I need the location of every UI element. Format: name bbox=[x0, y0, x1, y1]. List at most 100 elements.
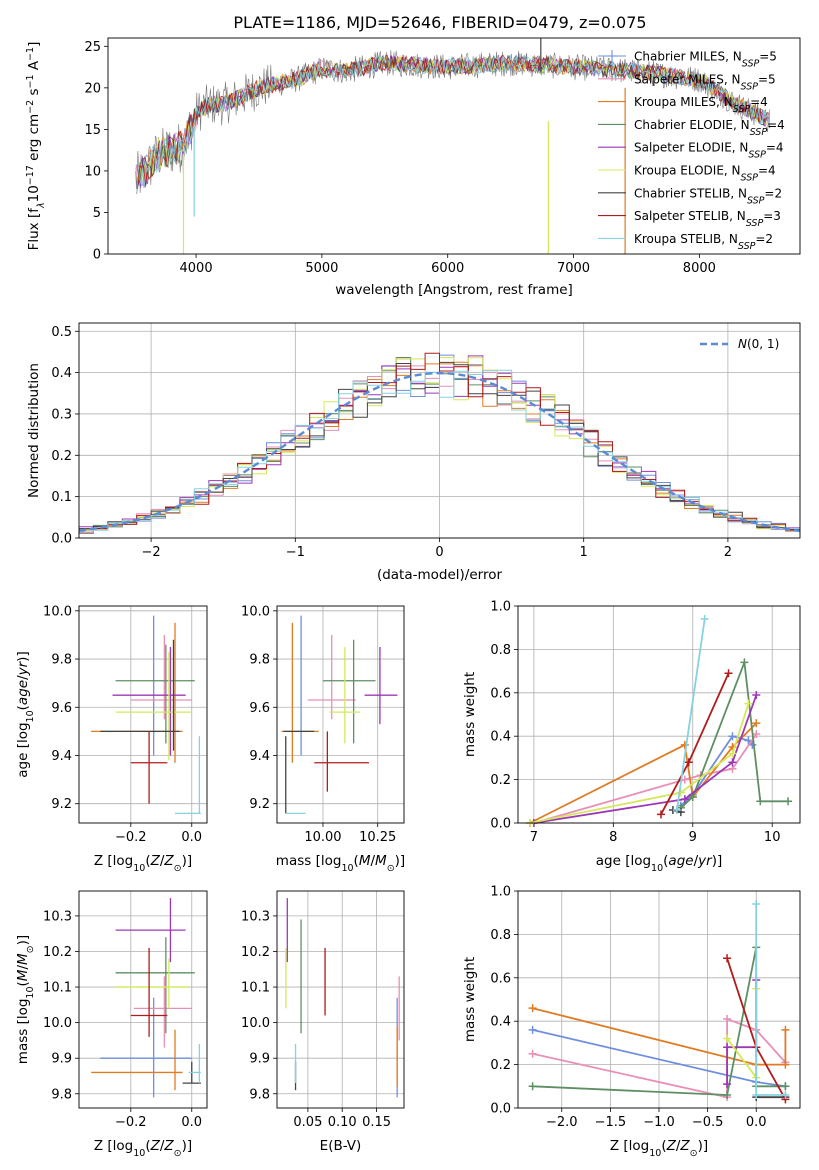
y-tick-label: 15 bbox=[84, 123, 101, 138]
data-point-marker bbox=[528, 1082, 537, 1091]
y-tick-label: 10.1 bbox=[43, 981, 72, 996]
data-point-marker bbox=[528, 1025, 537, 1034]
errorbar-chabrier-elodie bbox=[115, 644, 195, 744]
x-tick-label: −1.0 bbox=[643, 1115, 675, 1130]
label-part: N bbox=[738, 337, 747, 351]
data-point-marker bbox=[656, 810, 665, 819]
label-part: =2 bbox=[764, 186, 782, 200]
label-part: )] bbox=[712, 853, 723, 869]
y-tick-label: 1.0 bbox=[490, 885, 511, 900]
label-part: −17 bbox=[25, 165, 36, 185]
data-point-marker bbox=[723, 1034, 732, 1043]
y-axis-label: mass weight bbox=[462, 957, 478, 1042]
errorbar-chabrier-elodie bbox=[115, 937, 195, 1034]
x-tick-label: −2.0 bbox=[546, 1115, 578, 1130]
x-tick-label: 0.0 bbox=[181, 1115, 202, 1130]
label-part: M bbox=[15, 953, 31, 965]
label-part: =4 bbox=[758, 164, 776, 178]
x-tick-label: 9 bbox=[689, 830, 697, 845]
x-tick-label: −1.5 bbox=[595, 1115, 627, 1130]
data-point-marker bbox=[676, 788, 685, 797]
label-part: ( bbox=[15, 981, 31, 986]
x-axis-label: Z [log10(Z/Z⊙)] bbox=[610, 1138, 708, 1159]
y-tick-label: 9.8 bbox=[249, 653, 270, 668]
data-point-marker bbox=[680, 740, 689, 749]
x-tick-label: 10.00 bbox=[304, 830, 341, 845]
x-tick-label: 0.05 bbox=[293, 1115, 322, 1130]
data-point-marker bbox=[728, 732, 737, 741]
errorbar-salpeter-elodie bbox=[364, 646, 398, 725]
figure-title: PLATE=1186, MJD=52646, FIBERID=0479, z=0… bbox=[233, 13, 646, 32]
series-salpeter-elodie bbox=[529, 690, 761, 827]
series-salpeter-stelib bbox=[656, 669, 733, 819]
x-tick-label: −2 bbox=[142, 545, 161, 560]
y-tick-label: 5 bbox=[93, 206, 101, 221]
y-tick-label: 9.4 bbox=[249, 749, 270, 764]
data-point-marker bbox=[723, 1080, 732, 1089]
model-spectrum-chabrier-stelib bbox=[137, 54, 769, 186]
label-part: / bbox=[676, 1138, 681, 1154]
y-tick-label: 10.2 bbox=[241, 945, 270, 960]
data-point-marker bbox=[723, 1015, 732, 1024]
label-part: Z bbox=[163, 1138, 174, 1154]
label-part: Z bbox=[150, 853, 161, 869]
y-tick-label: 0.5 bbox=[51, 325, 72, 340]
y-tick-label: 10.0 bbox=[241, 1016, 270, 1031]
y-tick-label: 0.0 bbox=[490, 817, 511, 832]
y-axis-label: Flux [fλ10−17 erg cm−2 s−1 A−1] bbox=[25, 42, 47, 251]
y-tick-label: 0.4 bbox=[490, 1015, 511, 1030]
label-part: )] bbox=[395, 853, 406, 869]
data-point-marker bbox=[781, 1082, 790, 1091]
y-tick-label: 10 bbox=[84, 164, 101, 179]
series-chabrier-elodie bbox=[676, 658, 793, 812]
model-spectrum-salpeter-stelib bbox=[137, 54, 769, 185]
errorbar-salpeter-miles bbox=[130, 634, 192, 720]
series-line bbox=[676, 618, 706, 811]
x-tick-label: 8000 bbox=[683, 261, 716, 276]
label-part: ⊙ bbox=[174, 863, 182, 874]
x-axis-label: wavelength [Angstrom, rest frame] bbox=[335, 282, 573, 298]
y-tick-label: 0.4 bbox=[51, 366, 72, 381]
y-axis-label: mass [log10(M/M⊙)] bbox=[15, 935, 36, 1064]
y-tick-label: 9.4 bbox=[51, 749, 72, 764]
label-part: M bbox=[375, 853, 387, 869]
label-part: 10 bbox=[649, 1148, 661, 1159]
observed-spectrum bbox=[135, 50, 771, 193]
x-axis-label: Z [log10(Z/Z⊙)] bbox=[94, 1138, 192, 1159]
label-part: =5 bbox=[759, 50, 777, 64]
y-tick-label: 0.2 bbox=[490, 773, 511, 788]
errorbar-salpeter-elodie bbox=[115, 898, 186, 963]
x-tick-label: −0.2 bbox=[115, 1115, 147, 1130]
panel-mass_vs_Z: −0.2 0.09.89.910.010.110.210.3Z [log10(Z/… bbox=[15, 890, 208, 1159]
y-tick-label: 0.0 bbox=[490, 1102, 511, 1117]
data-point-marker bbox=[528, 1049, 537, 1058]
y-axis-label: mass weight bbox=[462, 672, 478, 757]
errorbar-salpeter-stelib bbox=[314, 731, 369, 792]
label-part: M bbox=[359, 853, 371, 869]
label-part: yr bbox=[697, 853, 713, 869]
data-point-marker bbox=[680, 795, 689, 804]
label-part: )] bbox=[15, 935, 31, 946]
y-tick-label: 9.6 bbox=[51, 701, 72, 716]
label-part: age [log bbox=[15, 722, 31, 777]
y-tick-label: 9.8 bbox=[249, 1087, 270, 1102]
label-part: 10 bbox=[651, 863, 663, 874]
series-line bbox=[533, 694, 758, 824]
errorbar-salpeter-stelib bbox=[130, 731, 168, 804]
label-part: 10 bbox=[26, 185, 42, 202]
series-kroupa-stelib bbox=[672, 615, 709, 814]
legend-label-normal: N(0, 1) bbox=[738, 337, 779, 351]
data-point-marker bbox=[528, 1004, 537, 1013]
label-part: age [log bbox=[596, 853, 651, 869]
label-part: Z bbox=[163, 853, 174, 869]
axes-frame bbox=[78, 890, 208, 1109]
data-point-marker bbox=[728, 749, 737, 758]
legend-label-kroupa-miles: Kroupa MILES, NSSP=4 bbox=[634, 95, 768, 115]
label-part: age bbox=[668, 853, 693, 869]
label-part: =5 bbox=[758, 72, 776, 86]
data-point-marker bbox=[756, 797, 765, 806]
errorbar-chabrier-stelib bbox=[100, 639, 180, 751]
x-tick-label: 4000 bbox=[180, 261, 213, 276]
errorbar-chabrier-elodie bbox=[322, 639, 376, 744]
label-part: SSP bbox=[738, 240, 756, 251]
